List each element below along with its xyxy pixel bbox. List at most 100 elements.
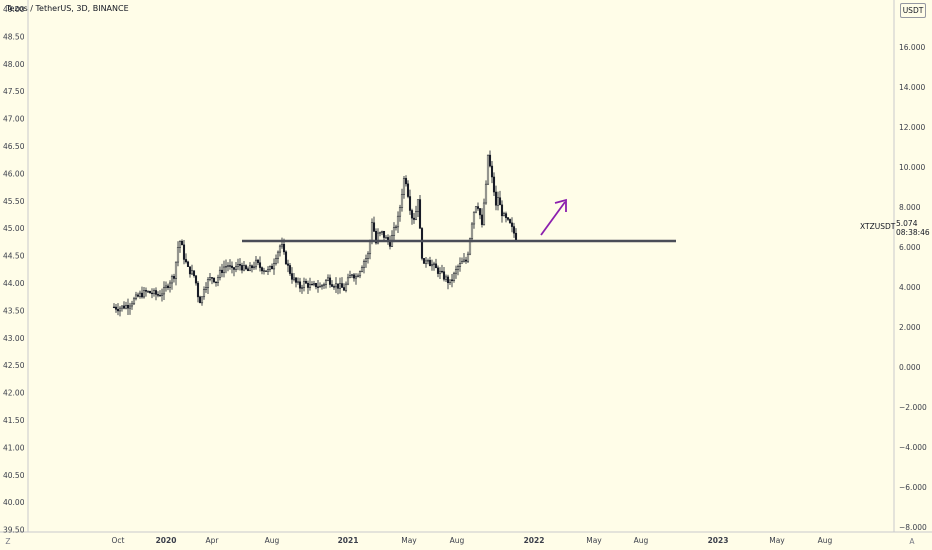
- candle-body: [492, 176, 496, 193]
- candle-body: [290, 273, 294, 280]
- candle-body: [424, 260, 428, 264]
- candle-body: [122, 305, 126, 309]
- right-axis-tick: −6.000: [899, 483, 927, 492]
- candle-body: [222, 266, 226, 273]
- candle-body: [324, 280, 328, 285]
- time-axis-tick: 2021: [338, 536, 359, 545]
- candle-body: [264, 270, 268, 272]
- candle-body: [224, 266, 228, 268]
- candle-body: [220, 269, 224, 273]
- candle-body: [356, 275, 360, 278]
- candle-body: [274, 258, 278, 264]
- candle-body: [514, 232, 518, 241]
- candle-body: [360, 267, 364, 272]
- time-axis-tick: 2020: [156, 536, 177, 545]
- candle-body: [218, 269, 222, 278]
- candle-body: [378, 232, 382, 234]
- candle-body: [418, 199, 422, 229]
- candle-body: [430, 264, 434, 267]
- candle-body: [318, 285, 322, 288]
- candle-body: [332, 286, 336, 288]
- candle-body: [338, 283, 342, 289]
- auto-scale-button[interactable]: A: [909, 537, 915, 546]
- candle-body: [398, 207, 402, 217]
- left-axis-tick: 45.00: [3, 224, 25, 233]
- candle-body: [294, 277, 298, 283]
- candle-body: [508, 219, 512, 224]
- left-axis-tick: 43.00: [3, 334, 25, 343]
- candle-body: [506, 217, 510, 220]
- time-axis-tick: Aug: [265, 536, 280, 545]
- candle-body: [184, 259, 188, 263]
- candle-body: [444, 276, 448, 280]
- right-axis-tick: −8.000: [899, 523, 927, 532]
- candle-body: [354, 276, 358, 279]
- time-axis-tick: Aug: [450, 536, 465, 545]
- candle-body: [170, 276, 174, 284]
- candle-body: [128, 305, 132, 309]
- candle-body: [422, 258, 426, 264]
- candle-body: [242, 265, 246, 271]
- candle-body: [432, 263, 436, 265]
- candle-body: [414, 211, 418, 220]
- right-axis-tick: 0.000: [899, 363, 921, 372]
- candle-body: [464, 259, 468, 262]
- left-axis-tick: 43.50: [3, 306, 25, 315]
- candle-body: [330, 284, 334, 287]
- candle-body: [374, 231, 378, 244]
- bar-countdown: 08:38:46: [896, 228, 930, 237]
- candle-body: [192, 270, 196, 276]
- candle-body: [206, 279, 210, 288]
- candle-body: [344, 283, 348, 291]
- candle-body: [502, 213, 506, 217]
- chart-title: Tezos / TetherUS, 3D, BINANCE: [6, 4, 129, 13]
- left-axis-tick: 41.50: [3, 416, 25, 425]
- candle-body: [440, 270, 444, 273]
- candle-body: [212, 277, 216, 283]
- timezone-button[interactable]: Z: [5, 537, 11, 546]
- candle-body: [408, 196, 412, 211]
- candle-body: [176, 247, 180, 263]
- candle-body: [276, 251, 280, 259]
- candle-body: [270, 265, 274, 270]
- candle-body: [450, 279, 454, 281]
- candle-body: [302, 281, 306, 288]
- candle-body: [258, 262, 262, 268]
- candle-body: [500, 204, 504, 217]
- candle-body: [474, 206, 478, 213]
- candle-body: [340, 283, 344, 288]
- left-axis-tick: 46.00: [3, 169, 25, 178]
- candle-body: [304, 281, 308, 284]
- candle-body: [458, 262, 462, 267]
- candle-body: [412, 217, 416, 220]
- candle-body: [112, 306, 116, 309]
- candle-body: [322, 284, 326, 286]
- time-axis-tick: Aug: [634, 536, 649, 545]
- candle-body: [296, 281, 300, 283]
- candle-body: [248, 265, 252, 272]
- candle-body: [244, 265, 248, 270]
- candle-body: [234, 266, 238, 270]
- candle-body: [208, 277, 212, 280]
- right-axis-tick: 14.000: [899, 83, 925, 92]
- candle-body: [402, 178, 406, 195]
- candle-body: [342, 287, 346, 291]
- candle-body: [494, 191, 498, 206]
- candle-body: [146, 291, 150, 293]
- left-axis-tick: 47.00: [3, 115, 25, 124]
- left-axis-tick: 39.50: [3, 526, 25, 535]
- candle-body: [466, 253, 470, 262]
- candle-body: [446, 276, 450, 284]
- candle-body: [512, 226, 516, 234]
- candle-body: [310, 283, 314, 286]
- candle-body: [404, 178, 408, 185]
- candle-body: [280, 244, 284, 247]
- candle-body: [298, 281, 302, 289]
- candle-body: [210, 277, 214, 279]
- left-axis-tick: 42.00: [3, 389, 25, 398]
- currency-unit-button[interactable]: USDT: [900, 3, 926, 18]
- candle-body: [420, 228, 424, 259]
- candle-body: [382, 230, 386, 238]
- candle-body: [346, 277, 350, 285]
